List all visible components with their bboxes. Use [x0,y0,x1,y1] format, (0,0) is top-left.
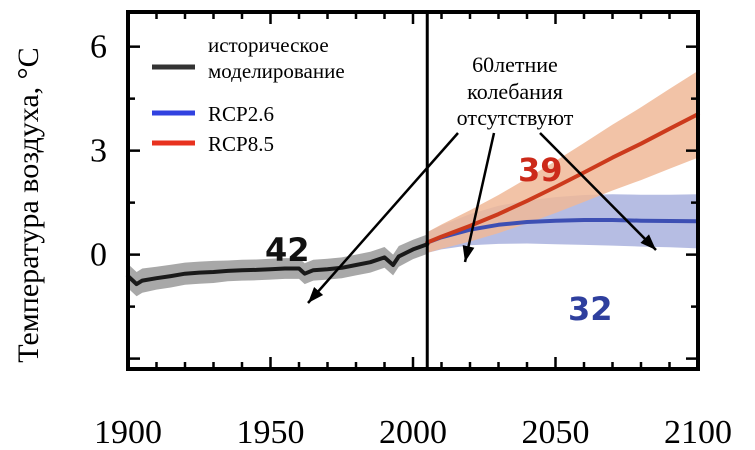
x-tick-label: 1900 [94,414,162,450]
annotation-label: 60летние [472,52,558,77]
y-tick-label: 6 [90,29,107,66]
model-counts: 42 39 32 [265,151,613,328]
band-series-2 [427,70,698,253]
series-lines [126,112,700,287]
x-tick-label: 2100 [664,414,732,450]
arrow-to-projection-start-head [462,245,475,262]
uncertainty-bands [128,70,698,297]
legend-label: историческое [208,33,329,57]
arrow-to-1960s [307,132,459,304]
arrow-to-rcp26-end-head [640,234,656,250]
annotation-label: отсутствуют [457,105,574,130]
model-count-label: 42 [265,231,310,269]
x-tick-label: 2050 [522,414,590,450]
line-series-2 [425,112,700,245]
axis-ticks [126,12,700,369]
band-series-0 [128,234,428,297]
model-count-label: 39 [518,151,563,189]
line-series-0 [126,242,430,287]
legend-label: RCP8.5 [208,132,274,156]
x-tick-label: 2000 [379,414,447,450]
tick-labels: 1900 1950 2000 2050 2100 0 3 6 [90,29,732,450]
arrow-to-rcp26-end [539,132,657,251]
model-count-label: 32 [568,290,613,328]
y-tick-label: 3 [90,133,107,170]
y-tick-label: 0 [90,237,107,274]
x-tick-label: 1950 [237,414,305,450]
annotation-label: колебания [467,79,563,104]
y-axis-label: Температура воздуха, °С [12,47,45,362]
legend-label: моделирование [208,59,345,83]
arrow-to-projection-start [463,132,496,263]
arrow-to-1960s-head [308,287,324,303]
line-series-1 [425,218,700,245]
legend-label: RCP2.6 [208,102,274,126]
